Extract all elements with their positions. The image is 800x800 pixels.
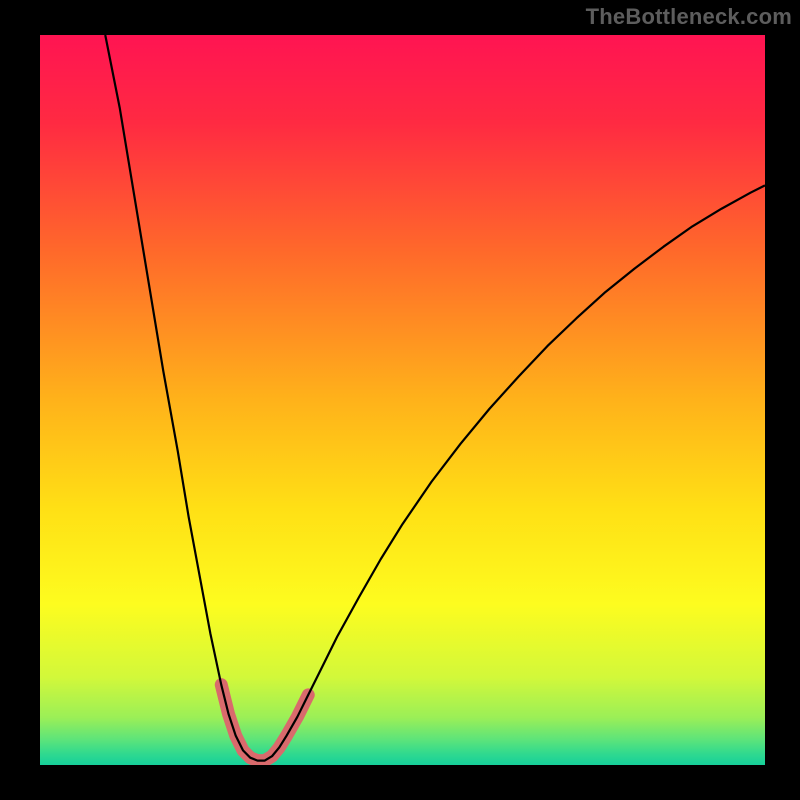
watermark-text: TheBottleneck.com	[586, 4, 792, 30]
gradient-background	[40, 35, 765, 765]
chart-frame: TheBottleneck.com	[0, 0, 800, 800]
plot-svg	[40, 35, 765, 765]
plot-area	[40, 35, 765, 765]
